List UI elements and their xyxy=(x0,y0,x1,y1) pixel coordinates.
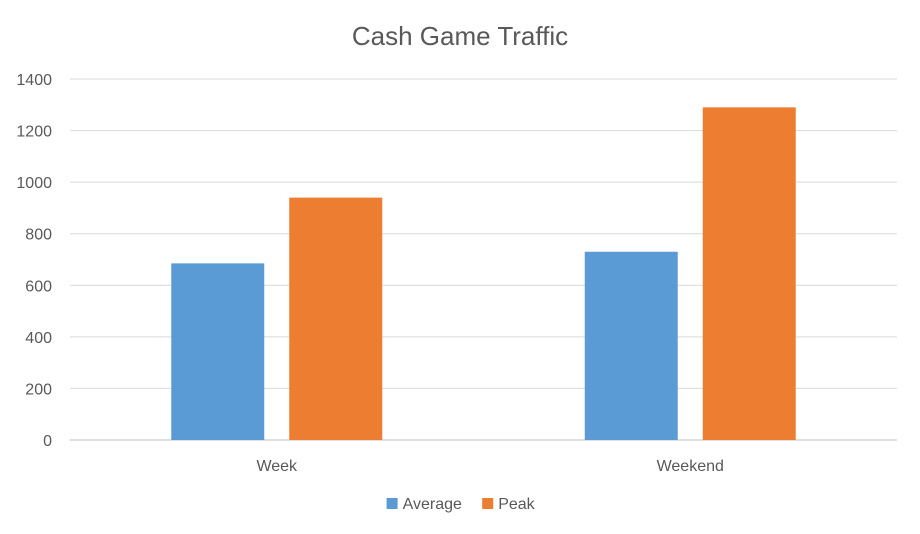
legend-swatch-average xyxy=(386,498,398,509)
y-tick-label: 400 xyxy=(25,330,52,347)
bar-peak-weekend xyxy=(702,107,796,440)
x-category-label: Week xyxy=(256,458,298,475)
bar-average-weekend xyxy=(584,251,678,440)
y-tick-label: 800 xyxy=(25,227,52,244)
legend: Average Peak xyxy=(386,496,536,513)
legend-label-average: Average xyxy=(403,496,462,513)
y-tick-label: 1000 xyxy=(16,175,52,192)
chart-title: Cash Game Traffic xyxy=(352,21,568,51)
y-tick-label: 0 xyxy=(43,433,52,450)
bars xyxy=(171,107,796,440)
bar-average-week xyxy=(171,263,265,440)
y-axis-ticks: 0 200 400 600 800 1000 1200 1400 xyxy=(16,72,52,450)
y-tick-label: 200 xyxy=(25,381,52,398)
legend-label-peak: Peak xyxy=(498,496,535,513)
x-axis-categories: Week Weekend xyxy=(256,458,723,475)
y-tick-label: 600 xyxy=(25,278,52,295)
y-tick-label: 1200 xyxy=(16,124,52,141)
x-category-label: Weekend xyxy=(657,458,724,475)
legend-swatch-peak xyxy=(482,498,494,509)
bar-peak-week xyxy=(289,197,383,440)
y-tick-label: 1400 xyxy=(16,72,52,89)
